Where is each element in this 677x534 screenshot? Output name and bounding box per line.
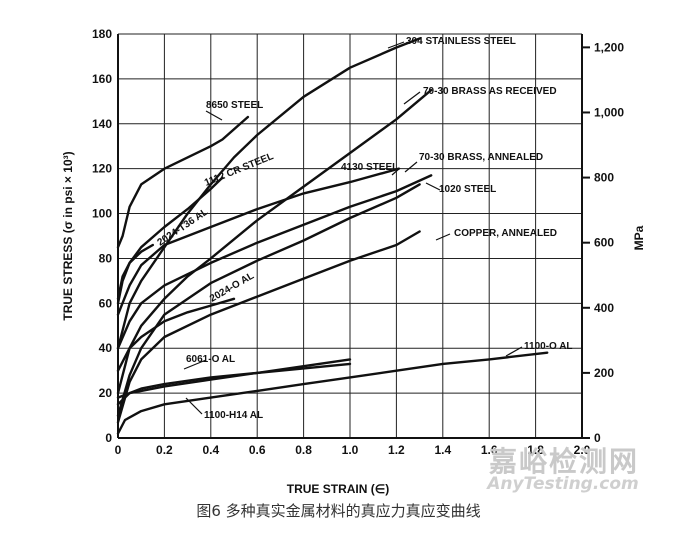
- curve-70-30-brass-as-received: [116, 88, 433, 395]
- curve-304-stainless-steel: [116, 37, 421, 350]
- x-tick-label-0: 0: [115, 443, 122, 457]
- y2-tick-label-3: 600: [594, 236, 614, 250]
- leader-line-3: [391, 167, 401, 176]
- x-tick-label-2: 0.4: [202, 443, 219, 457]
- y-tick-label-5: 100: [92, 207, 112, 221]
- x-axis-title: TRUE STRAIN (∈): [287, 482, 389, 496]
- y2-tick-label-0: 0: [594, 431, 601, 445]
- leader-line-7: [505, 346, 523, 357]
- curve-1100-o-al: [116, 351, 549, 435]
- series-label-70-30-brass-annealed: 70-30 BRASS, ANNEALED: [419, 152, 543, 163]
- x-tick-label-8: 1.6: [481, 443, 498, 457]
- series-label-1020-steel: 1020 STEEL: [439, 184, 496, 195]
- x-tick-label-4: 0.8: [295, 443, 312, 457]
- series-labels: 304 STAINLESS STEEL 70-30 BRASS AS RECEIV…: [156, 36, 573, 421]
- x-tick-label-7: 1.4: [434, 443, 451, 457]
- y-tick-label-2: 40: [99, 341, 113, 355]
- y-tick-label-7: 140: [92, 117, 112, 131]
- watermark-english: AnyTesting.com: [487, 474, 639, 494]
- series-label-6061-o-al: 6061-O AL: [186, 354, 235, 365]
- series-label-copper-annealed: COPPER, ANNEALED: [454, 228, 557, 239]
- curve-1020-steel: [116, 174, 433, 350]
- series-label-1112-cr-steel: 1112 CR STEEL: [203, 151, 275, 189]
- series-label-1100-h14-al: 1100-H14 AL: [204, 410, 263, 421]
- y-axis-title: TRUE STRESS (σ in psi × 10³): [61, 151, 75, 320]
- curve-1100-h14-al: [116, 358, 352, 399]
- x-tick-label-3: 0.6: [249, 443, 266, 457]
- leader-line-1: [403, 91, 421, 105]
- watermark-chinese: 嘉峪检测网: [488, 445, 639, 478]
- y2-tick-label-2: 400: [594, 301, 614, 315]
- y-tick-label-4: 80: [99, 251, 113, 265]
- x-tick-label-9: 1.8: [527, 443, 544, 457]
- leader-line-9: [185, 397, 203, 415]
- curve-copper-annealed: [116, 230, 421, 424]
- x-tick-label-5: 1.0: [342, 443, 359, 457]
- curve-4130-steel: [116, 167, 400, 316]
- x-tick-label-10: 2.0: [574, 443, 591, 457]
- y2-axis-title: MPa: [632, 225, 646, 250]
- curve-2024-o-al: [116, 297, 236, 372]
- axis-ticks: 0 20 40 60 80 100 120 140 160 180 0 0.2 0.4 0.6 0.8 1.0…: [92, 27, 624, 457]
- y-tick-label-3: 60: [99, 296, 113, 310]
- curve-70-30-brass-annealed: [116, 183, 421, 417]
- leader-line-6: [435, 233, 451, 241]
- curve-8650-steel: [116, 115, 250, 249]
- leader-line-2: [205, 110, 223, 121]
- leader-line-0: [387, 41, 405, 49]
- series-label-1100-o-al: 1100-O AL: [524, 341, 573, 352]
- series-label-4130-steel: 4130 STEEL: [341, 162, 398, 173]
- x-tick-label-1: 0.2: [156, 443, 173, 457]
- leader-line-4: [404, 161, 418, 173]
- series-label-304-stainless-steel: 304 STAINLESS STEEL: [406, 36, 516, 47]
- curve-6061-o-al: [116, 362, 352, 406]
- y-tick-label-1: 20: [99, 386, 113, 400]
- series-label-8650-steel: 8650 STEEL: [206, 100, 263, 111]
- leader-line-5: [425, 182, 441, 191]
- y-tick-label-9: 180: [92, 27, 112, 41]
- series-label-70-30-brass-as-received: 70-30 BRASS AS RECEIVED: [423, 86, 557, 97]
- y-tick-label-0: 0: [105, 431, 112, 445]
- stress-strain-chart: 304 STAINLESS STEEL 70-30 BRASS AS RECEIV…: [61, 27, 646, 496]
- y2-tick-label-4: 800: [594, 171, 614, 185]
- figure-caption: 图6 多种真实金属材料的真应力真应变曲线: [196, 502, 481, 520]
- y2-tick-label-5: 1,000: [594, 105, 624, 119]
- curve-1112-cr-steel: [116, 176, 224, 305]
- series-curves: [116, 37, 549, 435]
- y2-tick-label-6: 1,200: [594, 40, 624, 54]
- curve-2024-t36-al: [116, 243, 154, 300]
- y-tick-label-6: 120: [92, 162, 112, 176]
- x-tick-label-6: 1.2: [388, 443, 405, 457]
- y2-tick-label-1: 200: [594, 366, 614, 380]
- y-tick-label-8: 160: [92, 72, 112, 86]
- leader-line-8: [183, 359, 207, 370]
